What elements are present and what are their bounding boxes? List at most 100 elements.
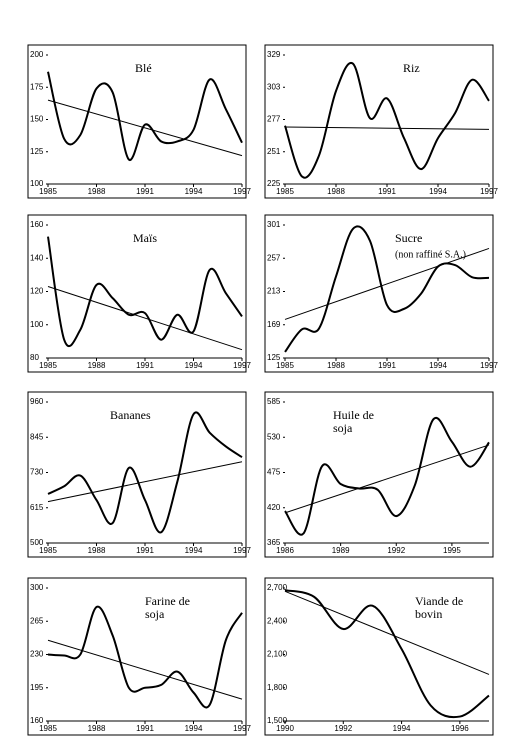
trend-line: [284, 247, 490, 320]
chart-panel: 100 125 150 175 200 1985 1988 1991 1994 1997 Blé: [27, 44, 251, 199]
y-tick-label: 125: [30, 147, 44, 156]
x-tick-label: 1994: [185, 546, 203, 555]
y-tick-label: 160: [30, 716, 44, 725]
chart-title: Riz: [403, 61, 420, 75]
x-tick-label: 1985: [39, 187, 57, 196]
y-tick-label: 265: [30, 616, 44, 625]
data-line: [284, 589, 490, 719]
chart-title: Maïs: [133, 231, 157, 245]
y-tick-label: 303: [267, 82, 281, 91]
chart-title: Viande de: [415, 594, 463, 608]
x-tick-label: 1990: [276, 724, 294, 733]
chart-title: Farine de: [145, 594, 190, 608]
x-tick-label: 1991: [378, 361, 396, 370]
panel-frame: [264, 44, 494, 199]
y-tick-label: 200: [30, 50, 44, 59]
panel-frame: [27, 391, 247, 558]
y-tick-label: 120: [30, 287, 44, 296]
chart-title: Sucre: [395, 231, 422, 245]
x-tick-label: 1997: [233, 546, 251, 555]
chart-panel: 160 195 230 265 300 1985 1988 1991 1994 1997 Farin…: [27, 577, 251, 736]
x-tick-label: 1988: [88, 361, 106, 370]
x-tick-label: 1988: [88, 546, 106, 555]
panel-frame: [27, 44, 247, 199]
y-tick-label: 230: [30, 650, 44, 659]
y-tick-label: 225: [267, 179, 281, 188]
chart-panel: 125 169 213 257 301 1985 1988 1991 1994 1997 Sucre…: [264, 214, 498, 373]
x-tick-label: 1985: [39, 361, 57, 370]
y-tick-label: 365: [267, 538, 281, 547]
y-tick-label: 169: [267, 320, 281, 329]
x-tick-label: 1994: [185, 361, 203, 370]
x-tick-label: 1996: [451, 724, 469, 733]
chart-panel: 1,500 1,800 2,100 2,400 2,700 1990 1992 1994 199…: [264, 577, 494, 736]
y-tick-label: 960: [30, 397, 44, 406]
y-tick-label: 530: [267, 432, 281, 441]
y-tick-label: 1,500: [267, 716, 288, 725]
x-tick-label: 1994: [393, 724, 411, 733]
y-tick-label: 329: [267, 50, 281, 59]
x-tick-label: 1991: [136, 187, 154, 196]
trend-line: [47, 639, 243, 700]
chart-panel: 365 420 475 530 585 1986 1989 1992 1995 Huile des…: [264, 391, 494, 558]
y-tick-label: 175: [30, 82, 44, 91]
y-tick-label: 160: [30, 220, 44, 229]
x-tick-label: 1991: [378, 187, 396, 196]
x-tick-label: 1995: [443, 546, 461, 555]
panel-frame: [264, 214, 494, 373]
data-line: [47, 236, 243, 347]
x-tick-label: 1988: [327, 361, 345, 370]
y-tick-label: 2,400: [267, 616, 288, 625]
trend-line: [284, 444, 490, 514]
y-tick-label: 845: [30, 432, 44, 441]
data-line: [284, 225, 490, 353]
panel-frame: [27, 214, 247, 373]
chart-panel: 80 100 120 140 160 1985 1988 1991 1994 1997 Maïs: [27, 214, 251, 373]
y-tick-label: 100: [30, 320, 44, 329]
chart-title: soja: [145, 607, 165, 621]
x-tick-label: 1991: [136, 361, 154, 370]
x-tick-label: 1988: [88, 187, 106, 196]
x-tick-label: 1988: [327, 187, 345, 196]
y-tick-label: 195: [30, 683, 44, 692]
x-tick-label: 1994: [429, 187, 447, 196]
data-line: [284, 61, 490, 179]
y-tick-label: 300: [30, 583, 44, 592]
panel-frame: [264, 391, 494, 558]
y-tick-label: 2,100: [267, 650, 288, 659]
x-tick-label: 1991: [136, 724, 154, 733]
y-tick-label: 277: [267, 115, 281, 124]
y-tick-label: 150: [30, 115, 44, 124]
y-tick-label: 80: [30, 353, 39, 362]
y-tick-label: 257: [267, 253, 281, 262]
y-tick-label: 125: [267, 353, 281, 362]
data-line: [47, 605, 243, 709]
chart-title: soja: [333, 421, 353, 435]
chart-title: Huile de: [333, 408, 374, 422]
x-tick-label: 1997: [480, 187, 498, 196]
x-tick-label: 1985: [276, 187, 294, 196]
y-tick-label: 2,700: [267, 583, 288, 592]
trend-line: [47, 286, 243, 351]
data-line: [47, 71, 243, 161]
y-tick-label: 251: [267, 147, 281, 156]
y-tick-label: 140: [30, 253, 44, 262]
y-tick-label: 213: [267, 287, 281, 296]
chart-title: Blé: [135, 61, 152, 75]
x-tick-label: 1994: [429, 361, 447, 370]
x-tick-label: 1985: [276, 361, 294, 370]
x-tick-label: 1997: [233, 724, 251, 733]
x-tick-label: 1997: [480, 361, 498, 370]
chart-title: bovin: [415, 607, 442, 621]
panel-frame: [27, 577, 247, 736]
y-tick-label: 500: [30, 538, 44, 547]
data-line: [284, 416, 490, 536]
y-tick-label: 585: [267, 397, 281, 406]
y-tick-label: 420: [267, 503, 281, 512]
y-tick-label: 475: [267, 468, 281, 477]
x-tick-label: 1992: [334, 724, 352, 733]
chart-panel: 225 251 277 303 329 1985 1988 1991 1994 1997 Riz: [264, 44, 498, 199]
y-tick-label: 301: [267, 220, 281, 229]
chart-title: Bananes: [110, 408, 151, 422]
